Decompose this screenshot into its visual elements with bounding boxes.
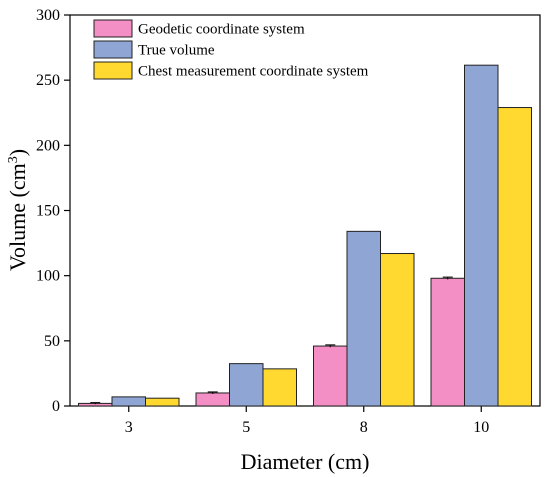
- x-tick-label: 8: [360, 419, 368, 436]
- y-axis-title-main: Volume (cm: [5, 163, 30, 271]
- bar: [313, 345, 348, 407]
- bar: [430, 277, 465, 407]
- y-tick-label: 0: [52, 398, 60, 415]
- legend-swatch: [93, 40, 133, 59]
- bar: [346, 230, 381, 407]
- bar: [380, 253, 415, 407]
- y-axis-title: Volume (cm3): [5, 149, 30, 271]
- x-tick-label: 5: [242, 419, 250, 436]
- bar: [464, 64, 499, 407]
- bar: [111, 396, 146, 407]
- legend-label: True volume: [138, 43, 215, 59]
- bar: [497, 107, 532, 407]
- x-tick-label: 3: [125, 419, 133, 436]
- y-axis-title-superscript: 3: [6, 156, 21, 163]
- y-tick-label: 250: [36, 72, 60, 89]
- x-tick-label: 10: [473, 419, 489, 436]
- y-tick-label: 150: [36, 203, 60, 220]
- legend-label: Chest measurement coordinate system: [138, 64, 369, 80]
- y-tick-label: 200: [36, 137, 60, 154]
- legend-label: Geodetic coordinate system: [138, 22, 305, 38]
- bar: [145, 397, 180, 407]
- y-tick-label: 50: [44, 333, 60, 350]
- y-tick-label: 100: [36, 268, 60, 285]
- x-axis-title: Diameter (cm): [241, 449, 370, 474]
- y-axis: 0 50 100 150 200 250 300: [36, 7, 70, 415]
- legend: Geodetic coordinate system True volume Che…: [93, 19, 369, 80]
- legend-swatch: [93, 19, 133, 38]
- error-bars: [90, 276, 453, 405]
- bar: [262, 368, 297, 407]
- legend-swatch: [93, 61, 133, 80]
- bar: [229, 363, 264, 407]
- x-axis: 3 5 8 10: [125, 406, 489, 436]
- y-axis-title-end: ): [5, 149, 30, 156]
- bars: [78, 64, 532, 407]
- y-tick-label: 300: [36, 7, 60, 24]
- bar: [195, 392, 230, 407]
